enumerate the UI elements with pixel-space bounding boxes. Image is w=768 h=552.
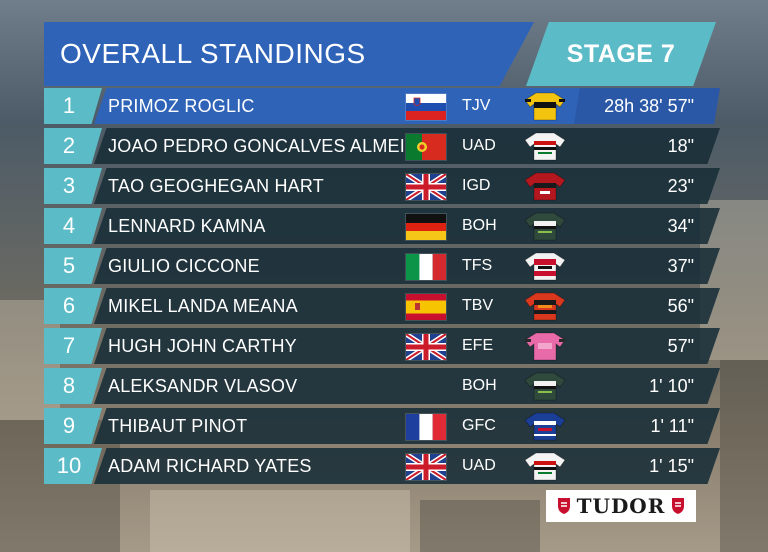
jersey-uae-icon xyxy=(524,451,566,481)
jersey-bahrain-icon xyxy=(524,291,566,321)
rank-number: 8 xyxy=(62,373,76,398)
header-stage-panel xyxy=(526,22,716,86)
table-row: 6 MIKEL LANDA MEANA TBV 56" xyxy=(44,288,720,324)
gap-time: 37" xyxy=(667,256,694,276)
slovenia-flag-icon xyxy=(406,94,446,120)
page-title: OVERALL STANDINGS xyxy=(60,38,366,69)
rank-number: 1 xyxy=(62,93,76,118)
team-code: TJV xyxy=(462,97,491,114)
rank-number: 3 xyxy=(62,173,76,198)
uk-flag-icon xyxy=(406,334,446,360)
jersey-ineos-icon xyxy=(524,171,566,201)
header-title-panel xyxy=(44,22,534,86)
position-panel xyxy=(44,208,102,244)
rider-name: HUGH JOHN CARTHY xyxy=(108,336,297,356)
jersey-groupama-icon xyxy=(524,411,566,441)
row-background xyxy=(94,368,720,404)
gap-time: 57" xyxy=(667,336,694,356)
table-row: 4 LENNARD KAMNA BOH 34" xyxy=(44,208,720,244)
rider-name: ALEKSANDR VLASOV xyxy=(108,376,298,396)
jersey-bora-icon xyxy=(524,371,566,401)
rank-number: 5 xyxy=(62,253,76,278)
table-row: 1 PRIMOZ ROGLIC TJV 28h 38' 57" xyxy=(44,88,720,124)
gap-time: 18" xyxy=(667,136,694,156)
jersey-jumbo-visma-icon xyxy=(524,91,566,121)
rank-number: 7 xyxy=(62,333,76,358)
france-flag-icon xyxy=(406,414,446,440)
team-code: BOH xyxy=(462,377,497,394)
position-panel xyxy=(44,328,102,364)
stage-label: STAGE 7 xyxy=(566,40,676,68)
uk-flag-icon xyxy=(406,454,446,480)
position-panel xyxy=(44,368,102,404)
rider-name: MIKEL LANDA MEANA xyxy=(108,296,298,316)
gap-time: 28h 38' 57" xyxy=(604,96,694,116)
rider-name: THIBAUT PINOT xyxy=(108,416,248,436)
position-panel xyxy=(44,128,102,164)
position-panel xyxy=(44,448,102,484)
gap-time: 1' 15" xyxy=(649,456,694,476)
rider-name: ADAM RICHARD YATES xyxy=(108,456,312,476)
team-code: GFC xyxy=(462,417,496,434)
gap-time: 34" xyxy=(667,216,694,236)
rider-name: GIULIO CICCONE xyxy=(108,256,260,276)
position-panel xyxy=(44,168,102,204)
rank-number: 9 xyxy=(62,413,76,438)
gap-time: 23" xyxy=(667,176,694,196)
position-panel xyxy=(44,288,102,324)
team-code: UAD xyxy=(462,457,496,474)
leader-time-panel xyxy=(574,88,720,124)
team-code: UAD xyxy=(462,137,496,154)
jersey-ef-icon xyxy=(524,331,566,361)
shield-icon xyxy=(557,498,570,514)
table-row: 9 THIBAUT PINOT GFC 1' 11" xyxy=(44,408,720,444)
position-panel xyxy=(44,408,102,444)
table-row: 2 JOAO PEDRO GONCALVES ALMEIDA UAD 18" xyxy=(44,128,720,164)
team-code: IGD xyxy=(462,177,491,194)
shield-icon xyxy=(672,498,685,514)
spain-flag-icon xyxy=(406,294,446,320)
jersey-uae-icon xyxy=(524,131,566,161)
rider-name: LENNARD KAMNA xyxy=(108,216,266,236)
team-code: TBV xyxy=(462,297,494,314)
rank-number: 4 xyxy=(62,213,76,238)
jersey-bora-icon xyxy=(524,211,566,241)
rank-number: 10 xyxy=(56,453,82,478)
team-code: EFE xyxy=(462,337,494,354)
table-row: 3 TAO GEOGHEGAN HART IGD 23" xyxy=(44,168,720,204)
rank-number: 2 xyxy=(62,133,76,158)
team-code: BOH xyxy=(462,217,497,234)
rider-name: PRIMOZ ROGLIC xyxy=(108,96,255,116)
germany-flag-icon xyxy=(406,214,446,240)
portugal-flag-icon xyxy=(406,134,446,160)
table-row: 8 ALEKSANDR VLASOV BOH 1' 10" xyxy=(44,368,720,404)
position-panel xyxy=(44,88,102,124)
jersey-trek-icon xyxy=(524,251,566,281)
table-row: 10 ADAM RICHARD YATES UAD 1' 15" xyxy=(44,448,720,484)
rider-name: TAO GEOGHEGAN HART xyxy=(108,176,324,196)
gap-time: 1' 11" xyxy=(650,416,694,436)
team-code: TFS xyxy=(462,257,493,274)
sponsor-brand: TUDOR xyxy=(576,494,666,518)
gap-time: 56" xyxy=(667,296,694,316)
rank-number: 6 xyxy=(62,293,76,318)
position-panel xyxy=(44,248,102,284)
uk-flag-icon xyxy=(406,174,446,200)
rider-name: JOAO PEDRO GONCALVES ALMEIDA xyxy=(108,136,431,156)
table-row: 5 GIULIO CICCONE TFS 37" xyxy=(44,248,720,284)
sponsor-badge: TUDOR xyxy=(546,490,696,522)
italy-flag-icon xyxy=(406,254,446,280)
gap-time: 1' 10" xyxy=(649,376,694,396)
table-row: 7 HUGH JOHN CARTHY EFE 57" xyxy=(44,328,720,364)
